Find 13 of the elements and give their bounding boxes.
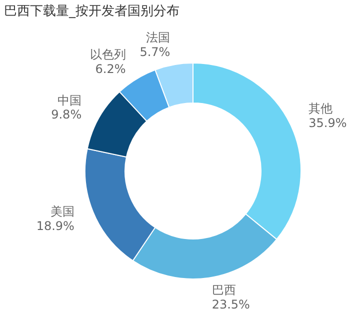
slice-label: 其他: [308, 102, 333, 116]
data-label: 23.5%: [212, 297, 250, 312]
data-label: 9.8%: [51, 108, 82, 122]
data-label: 18.9%: [36, 219, 74, 234]
slice-label: 美国: [50, 204, 74, 219]
slice-label: 法国: [146, 30, 170, 44]
data-label: 35.9%: [308, 116, 347, 130]
data-label: 5.7%: [140, 44, 170, 59]
chart-title: 巴西下载量_按开发者国别分布: [4, 3, 180, 20]
slice-label: 中国: [58, 93, 82, 108]
slice-label: 巴西: [212, 283, 236, 298]
slice-label: 以色列: [90, 47, 126, 62]
data-label: 6.2%: [95, 62, 126, 76]
